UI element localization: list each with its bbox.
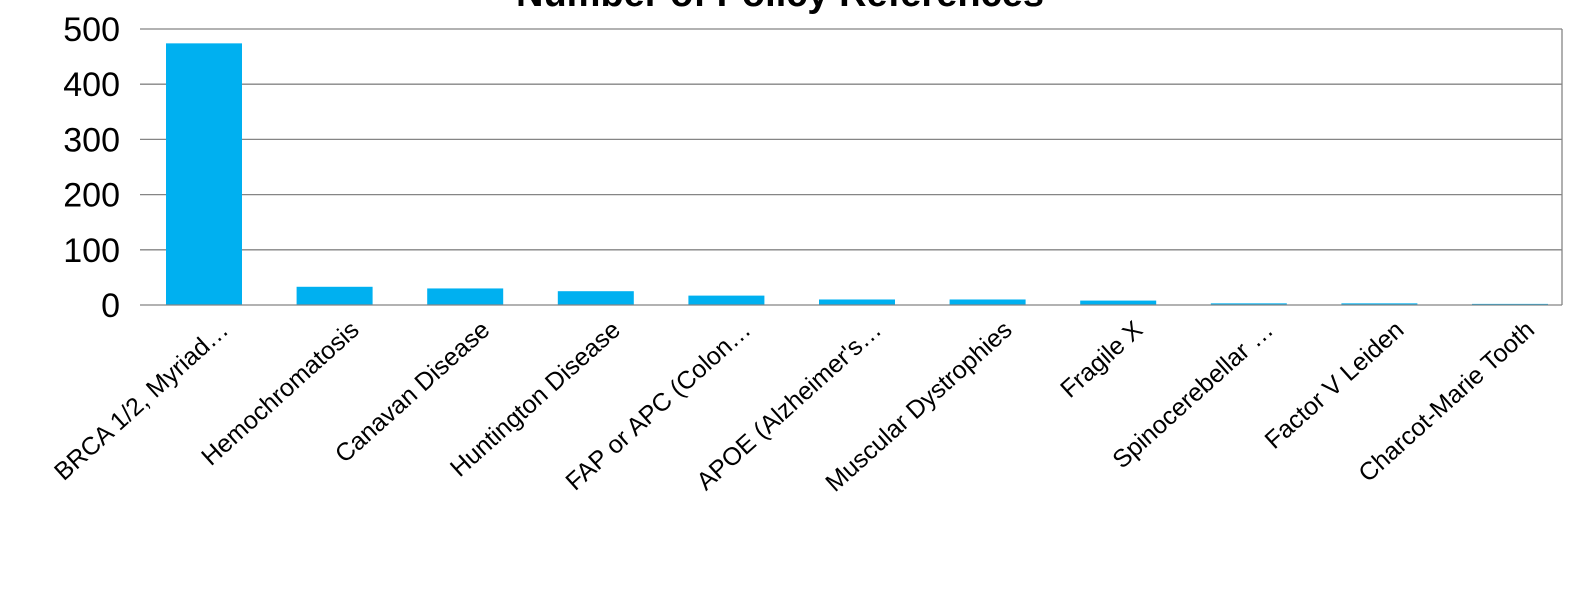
bar [688, 295, 765, 305]
bar [557, 291, 634, 305]
bar [427, 288, 504, 305]
y-axis-ticks: 0 100 200 300 400 500 [63, 11, 120, 325]
bar [949, 299, 1026, 305]
bar [1210, 303, 1287, 305]
bar [1341, 303, 1418, 305]
y-tick-label: 100 [63, 232, 120, 270]
x-tick-label: Fragile X [1055, 315, 1148, 403]
bars [166, 43, 1548, 306]
y-tick-label: 500 [63, 11, 120, 49]
chart-title: Number of Policy References [516, 0, 1044, 15]
bar [296, 286, 373, 305]
y-tick-label: 400 [63, 66, 120, 104]
y-tick-label: 0 [101, 287, 120, 325]
bar [819, 299, 895, 305]
y-tick-label: 200 [63, 177, 120, 215]
x-axis-ticks: BRCA 1/2, Myriad…HemochromatosisCanavan … [49, 315, 1540, 497]
bar [1080, 300, 1157, 305]
axes [140, 29, 1563, 306]
y-tick-label: 300 [63, 121, 120, 159]
bar [166, 43, 242, 306]
gridlines [140, 28, 1562, 251]
x-tick-label: Factor V Leiden [1260, 316, 1410, 455]
